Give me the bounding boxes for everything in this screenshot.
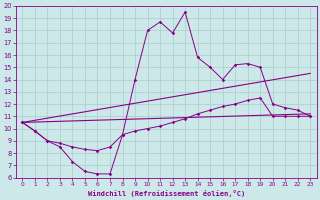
X-axis label: Windchill (Refroidissement éolien,°C): Windchill (Refroidissement éolien,°C) [88,190,245,197]
